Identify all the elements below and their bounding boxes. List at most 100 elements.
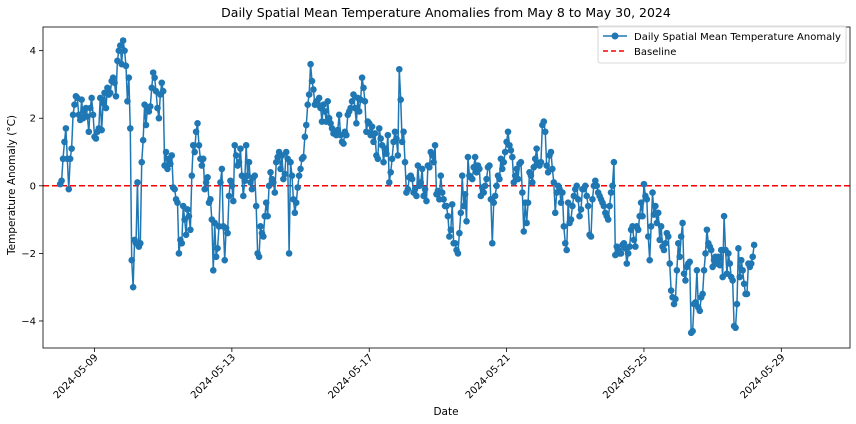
data-point-272	[446, 233, 453, 240]
data-point-157	[281, 170, 289, 178]
legend: Daily Spatial Mean Temperature Anomaly B…	[597, 25, 847, 64]
data-point-468	[726, 260, 734, 267]
data-point-168	[297, 165, 304, 173]
data-point-363	[576, 212, 583, 220]
data-point-258	[426, 163, 433, 171]
data-point-107	[209, 266, 217, 274]
data-point-357	[567, 216, 575, 223]
data-point-102	[202, 179, 210, 186]
data-point-96	[194, 120, 201, 127]
data-point-477	[739, 266, 746, 274]
data-point-128	[240, 192, 247, 200]
data-point-449	[699, 290, 706, 298]
data-point-15	[78, 96, 85, 103]
series-markers	[56, 37, 758, 337]
data-point-132	[245, 158, 253, 166]
data-point-420	[657, 223, 665, 230]
plot-frame	[42, 26, 851, 349]
data-point-116	[222, 224, 230, 232]
data-point-93	[189, 141, 197, 149]
data-point-198	[340, 140, 347, 147]
data-point-56	[137, 239, 144, 247]
data-point-285	[464, 153, 472, 161]
data-point-48	[125, 74, 133, 81]
data-point-38	[111, 79, 118, 87]
data-point-431	[673, 266, 681, 274]
data-point-350	[557, 199, 565, 207]
data-point-21	[86, 104, 94, 112]
data-point-282	[460, 202, 467, 210]
data-point-367	[581, 182, 589, 190]
data-point-435	[679, 219, 686, 227]
data-point-109	[212, 253, 220, 261]
data-point-422	[660, 246, 668, 254]
data-point-51	[129, 283, 137, 291]
data-point-90	[185, 212, 193, 220]
data-point-361	[573, 182, 581, 190]
data-point-310	[500, 158, 508, 166]
data-point-375	[593, 182, 601, 190]
data-point-75	[164, 165, 171, 173]
data-point-228	[383, 150, 390, 158]
data-point-112	[217, 179, 224, 186]
data-point-464	[720, 212, 728, 220]
data-point-229	[384, 131, 392, 139]
data-point-172	[302, 121, 310, 129]
data-point-72	[159, 87, 167, 95]
data-point-166	[294, 184, 301, 191]
data-point-185	[321, 108, 329, 115]
data-point-174	[305, 91, 313, 98]
data-point-322	[517, 158, 525, 166]
data-point-101	[201, 185, 208, 193]
data-point-189	[327, 120, 334, 127]
data-point-445	[693, 266, 701, 274]
data-point-68	[154, 104, 161, 112]
data-point-226	[380, 158, 387, 166]
data-point-115	[221, 256, 229, 264]
data-point-346	[551, 209, 559, 217]
data-point-353	[561, 239, 569, 247]
data-point-374	[592, 177, 599, 185]
data-point-121	[230, 197, 237, 205]
data-point-119	[227, 177, 234, 185]
data-point-47	[124, 98, 131, 105]
data-point-23	[89, 111, 97, 119]
data-point-300	[486, 162, 493, 169]
data-point-222	[374, 155, 382, 163]
data-point-3	[61, 138, 68, 146]
data-point-385	[607, 189, 615, 196]
plot-content	[43, 37, 850, 337]
data-point-49	[126, 125, 134, 132]
data-point-297	[481, 182, 489, 190]
data-point-88	[182, 231, 190, 239]
data-point-37	[109, 74, 117, 81]
data-point-45	[121, 47, 128, 54]
data-point-175	[307, 60, 314, 68]
data-point-333	[533, 145, 540, 152]
data-point-224	[377, 135, 384, 142]
data-point-326	[523, 219, 530, 227]
data-point-7	[66, 155, 74, 163]
data-point-85	[178, 239, 186, 247]
x-axis-label: Date	[433, 406, 458, 418]
data-point-95	[192, 128, 200, 136]
y-axis-ticks: −4 −2 0 2 4	[21, 46, 43, 327]
y-tick-label-3: 2	[30, 114, 36, 125]
data-point-164	[291, 209, 299, 217]
data-point-238	[397, 96, 405, 103]
data-point-74	[162, 148, 170, 156]
data-point-46	[122, 62, 130, 70]
data-point-147	[267, 168, 274, 176]
data-point-110	[214, 245, 221, 252]
chart-title: Daily Spatial Mean Temperature Anomalies…	[221, 5, 671, 20]
data-point-165	[292, 199, 300, 207]
data-point-396	[623, 260, 631, 267]
data-point-302	[488, 239, 496, 247]
data-point-296	[480, 189, 488, 196]
data-point-44	[119, 37, 127, 44]
data-point-58	[139, 136, 147, 144]
data-point-452	[703, 226, 711, 234]
data-point-234	[391, 128, 399, 136]
data-point-137	[252, 202, 260, 210]
data-point-323	[519, 189, 526, 196]
